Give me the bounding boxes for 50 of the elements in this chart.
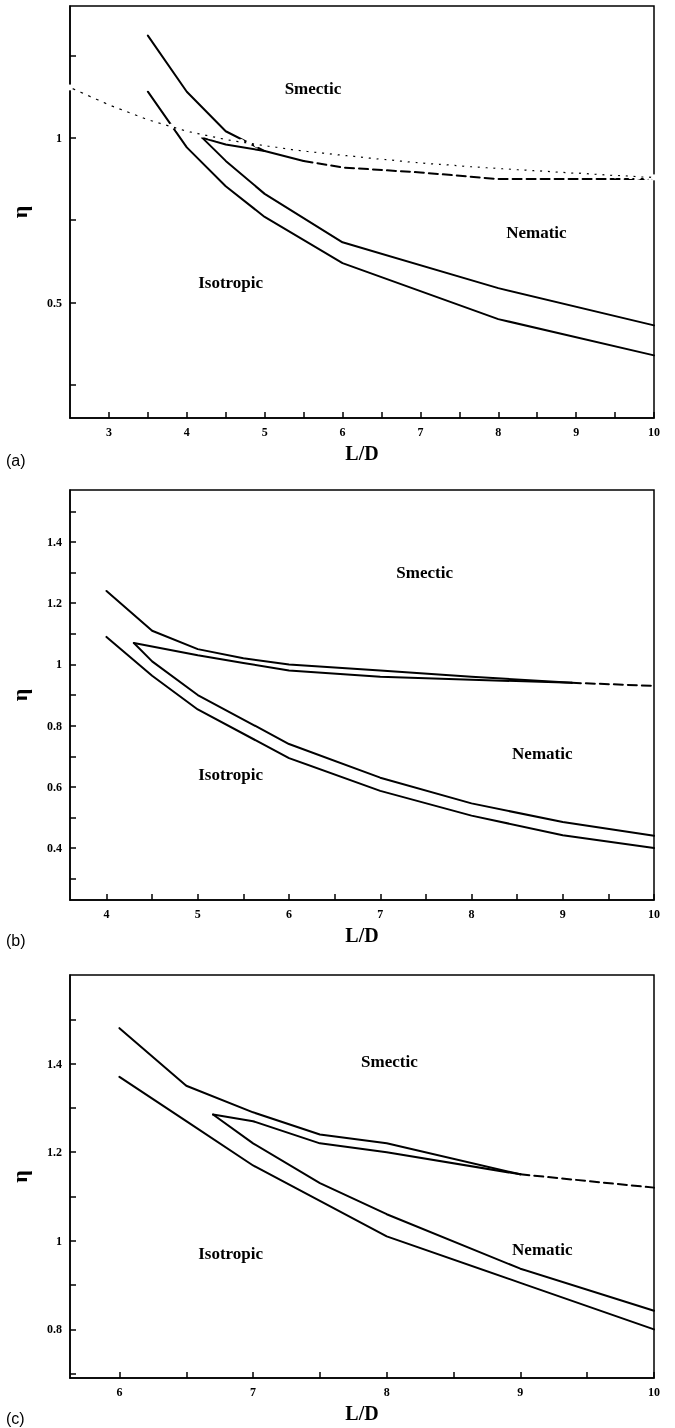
x-axis-title: L/D bbox=[345, 441, 379, 464]
y-tick-label: 0.5 bbox=[47, 295, 62, 310]
x-tick-label: 3 bbox=[105, 425, 112, 439]
annotation: Isotropic bbox=[198, 272, 264, 292]
y-tick-label: 1 bbox=[56, 657, 62, 672]
annotation: Smectic bbox=[361, 1051, 419, 1071]
y-tick-label: 1 bbox=[56, 130, 62, 145]
annotation: Nematic bbox=[512, 1240, 573, 1260]
x-tick-label: 6 bbox=[339, 425, 346, 439]
x-tick-label: 4 bbox=[103, 907, 110, 922]
x-tick-label: 4 bbox=[183, 425, 190, 439]
x-tick-label: 8 bbox=[468, 907, 475, 922]
x-tick-label: 5 bbox=[261, 425, 268, 439]
x-tick-label: 9 bbox=[517, 1385, 524, 1400]
x-tick-label: 7 bbox=[250, 1385, 257, 1400]
x-tick-label: 6 bbox=[286, 907, 292, 922]
annotation: Nematic bbox=[506, 223, 568, 243]
y-axis-title: η bbox=[6, 688, 32, 702]
x-tick-label: 7 bbox=[377, 907, 384, 922]
y-tick-label: 0.8 bbox=[47, 718, 62, 733]
text: (b) bbox=[6, 931, 26, 949]
x-axis-title: L/D bbox=[345, 924, 379, 946]
x-tick-label: 5 bbox=[194, 907, 201, 922]
text: (a) bbox=[6, 451, 26, 469]
annotation: Smectic bbox=[396, 562, 454, 582]
x-axis-title: L/D bbox=[345, 1402, 379, 1424]
x-tick-label: 10 bbox=[648, 1385, 660, 1400]
annotation: Smectic bbox=[284, 78, 342, 98]
y-axis-title: η bbox=[6, 1170, 32, 1183]
annotation: Isotropic bbox=[198, 764, 264, 784]
y-tick-label: 0.4 bbox=[47, 841, 62, 856]
x-tick-label: 7 bbox=[417, 425, 424, 439]
annotation: Nematic bbox=[512, 744, 573, 764]
text: (c) bbox=[6, 1409, 25, 1427]
y-tick-label: 0.8 bbox=[47, 1322, 62, 1337]
annotation: Isotropic bbox=[198, 1244, 264, 1264]
y-tick-label: 1 bbox=[56, 1233, 62, 1248]
x-tick-label: 10 bbox=[648, 907, 660, 922]
x-tick-label: 6 bbox=[116, 1385, 123, 1400]
y-tick-label: 1.4 bbox=[47, 1056, 62, 1071]
y-tick-label: 1.2 bbox=[47, 1145, 62, 1160]
y-tick-label: 1.4 bbox=[47, 535, 62, 550]
x-tick-label: 8 bbox=[383, 1385, 390, 1400]
y-tick-label: 1.2 bbox=[47, 596, 62, 611]
y-axis-title: η bbox=[6, 205, 32, 219]
x-tick-label: 8 bbox=[495, 425, 502, 439]
x-tick-label: 9 bbox=[573, 425, 580, 439]
x-tick-label: 9 bbox=[559, 907, 566, 922]
y-tick-label: 0.6 bbox=[47, 779, 62, 794]
x-tick-label: 10 bbox=[648, 425, 660, 439]
